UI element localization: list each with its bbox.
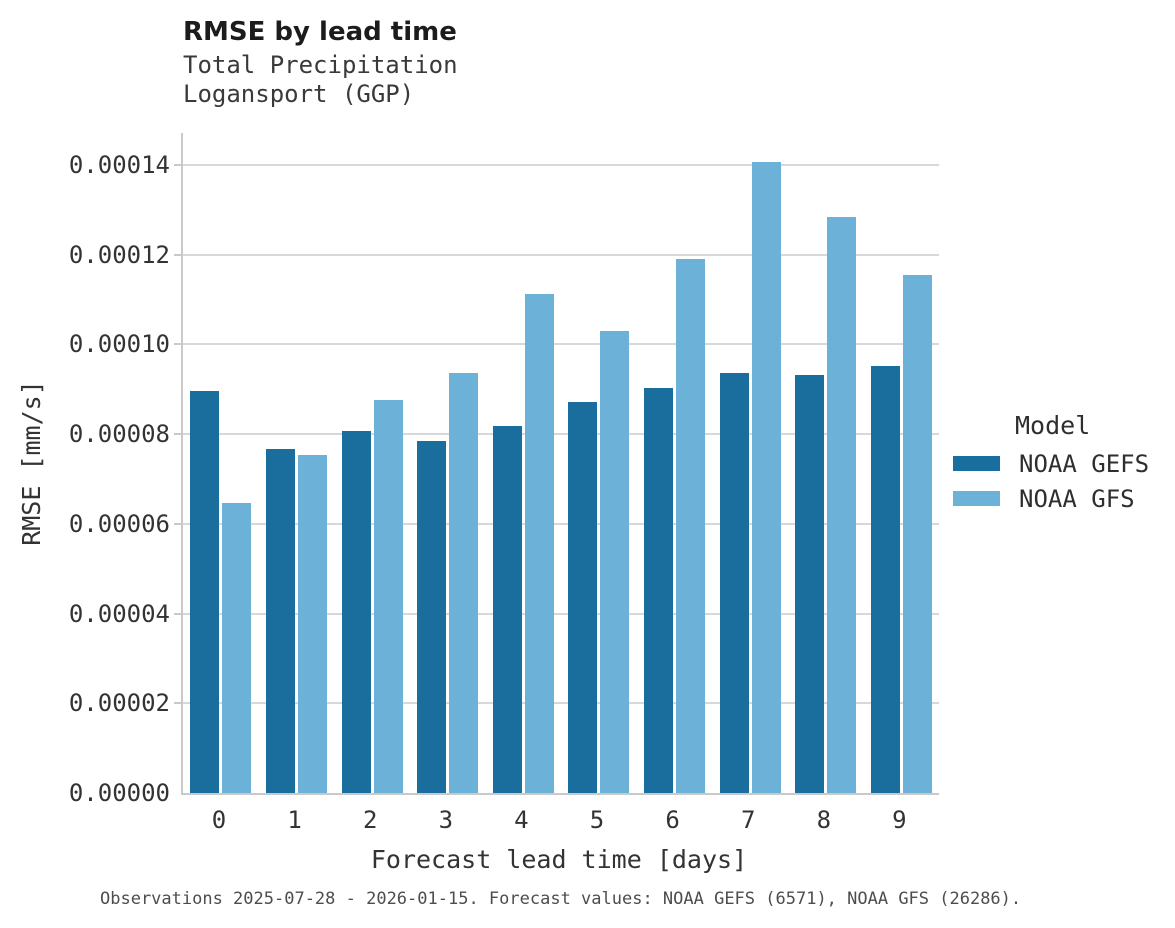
x-tick-label-1: 1 [287, 806, 302, 834]
y-axis-tick-labels: 0.00000 0.00002 0.00004 0.00006 0.00008 0.000… [0, 133, 170, 805]
legend-item-noaa-gfs: NOAA GFS [953, 481, 1168, 516]
bar-noaa-gefs-day-7 [719, 373, 749, 793]
y-tick-label-0.00010: 0.00010 [68, 330, 170, 359]
x-tick-label-9: 9 [892, 806, 907, 834]
bar-noaa-gfs-day-3 [449, 373, 479, 793]
chart-subtitle-station: Logansport (GGP) [183, 80, 415, 108]
bar-noaa-gefs-day-1 [265, 449, 295, 793]
y-tick-label-0.00012: 0.00012 [68, 240, 170, 269]
bar-noaa-gfs-day-8 [827, 217, 857, 793]
gridline-y-0.00006 [183, 522, 939, 525]
y-tick-mark-0.00014 [174, 164, 181, 166]
bar-noaa-gefs-day-6 [643, 388, 673, 793]
bar-noaa-gefs-day-0 [190, 391, 220, 793]
y-tick-mark-0.00008 [174, 433, 181, 436]
x-tick-label-3: 3 [438, 806, 454, 834]
bar-noaa-gefs-day-8 [795, 375, 825, 793]
y-tick-mark-0.00012 [174, 253, 181, 256]
x-tick-label-4: 4 [514, 806, 529, 834]
bar-noaa-gfs-day-0 [222, 503, 252, 793]
bar-noaa-gfs-day-9 [902, 275, 932, 793]
y-tick-label-0.00006: 0.00006 [68, 509, 170, 538]
gridline-y-0.00010 [183, 343, 939, 346]
bar-noaa-gefs-day-5 [568, 402, 598, 793]
bar-noaa-gefs-day-2 [341, 431, 371, 793]
y-tick-label-0.00000: 0.00000 [68, 779, 170, 807]
chart-title: RMSE by lead time [183, 17, 457, 47]
legend-swatch-icon [953, 456, 1000, 471]
bar-noaa-gfs-day-6 [675, 259, 705, 793]
x-tick-label-5: 5 [589, 806, 605, 834]
y-axis-label: RMSE [mm/s] [17, 380, 46, 546]
bar-noaa-gfs-day-5 [600, 331, 630, 793]
x-axis-label: Forecast lead time [days] [370, 845, 748, 874]
legend-label: NOAA GFS [1019, 484, 1135, 513]
gridline-y-0.00014 [183, 164, 939, 166]
x-tick-label-8: 8 [816, 806, 832, 834]
gridline-y-0.00002 [183, 702, 939, 705]
legend-swatch-icon [953, 491, 1000, 506]
legend-title: Model [1015, 411, 1091, 440]
y-tick-label-0.00002: 0.00002 [68, 689, 170, 718]
gridline-y-0.00008 [183, 433, 939, 436]
y-tick-label-0.00004: 0.00004 [68, 599, 170, 628]
x-tick-label-7: 7 [740, 806, 756, 834]
y-tick-label-0.00014: 0.00014 [68, 151, 170, 179]
x-tick-label-0: 0 [211, 806, 227, 834]
gridline-y-0.00004 [183, 612, 939, 615]
x-tick-label-2: 2 [362, 806, 378, 834]
legend: Model NOAA GEFS NOAA GFS [953, 411, 1168, 516]
bar-noaa-gefs-day-9 [870, 366, 900, 793]
legend-label: NOAA GEFS [1019, 449, 1150, 478]
legend-item-noaa-gefs: NOAA GEFS [953, 446, 1168, 481]
y-tick-mark-0.00010 [174, 343, 181, 346]
gridline-y-0.00012 [183, 253, 939, 256]
caption: Observations 2025-07-28 - 2026-01-15. Fo… [100, 889, 1022, 909]
bar-noaa-gfs-day-1 [297, 455, 327, 793]
chart-subtitle-variable: Total Precipitation [183, 51, 458, 79]
y-tick-label-0.00008: 0.00008 [68, 420, 170, 449]
bar-noaa-gfs-day-4 [524, 294, 554, 793]
y-tick-mark-0.00002 [174, 702, 181, 705]
legend-items: NOAA GEFS NOAA GFS [953, 446, 1168, 516]
y-tick-mark-0.00006 [174, 522, 181, 525]
plot-area [174, 133, 939, 795]
bar-noaa-gfs-day-7 [751, 162, 781, 793]
bar-noaa-gefs-day-3 [417, 441, 447, 793]
y-tick-mark-0.00004 [174, 612, 181, 615]
x-tick-label-6: 6 [665, 806, 680, 834]
x-axis-tick-labels: 0 1 2 3 4 5 6 7 8 9 [181, 807, 937, 833]
bar-noaa-gfs-day-2 [373, 400, 403, 793]
bar-noaa-gefs-day-4 [492, 426, 522, 793]
